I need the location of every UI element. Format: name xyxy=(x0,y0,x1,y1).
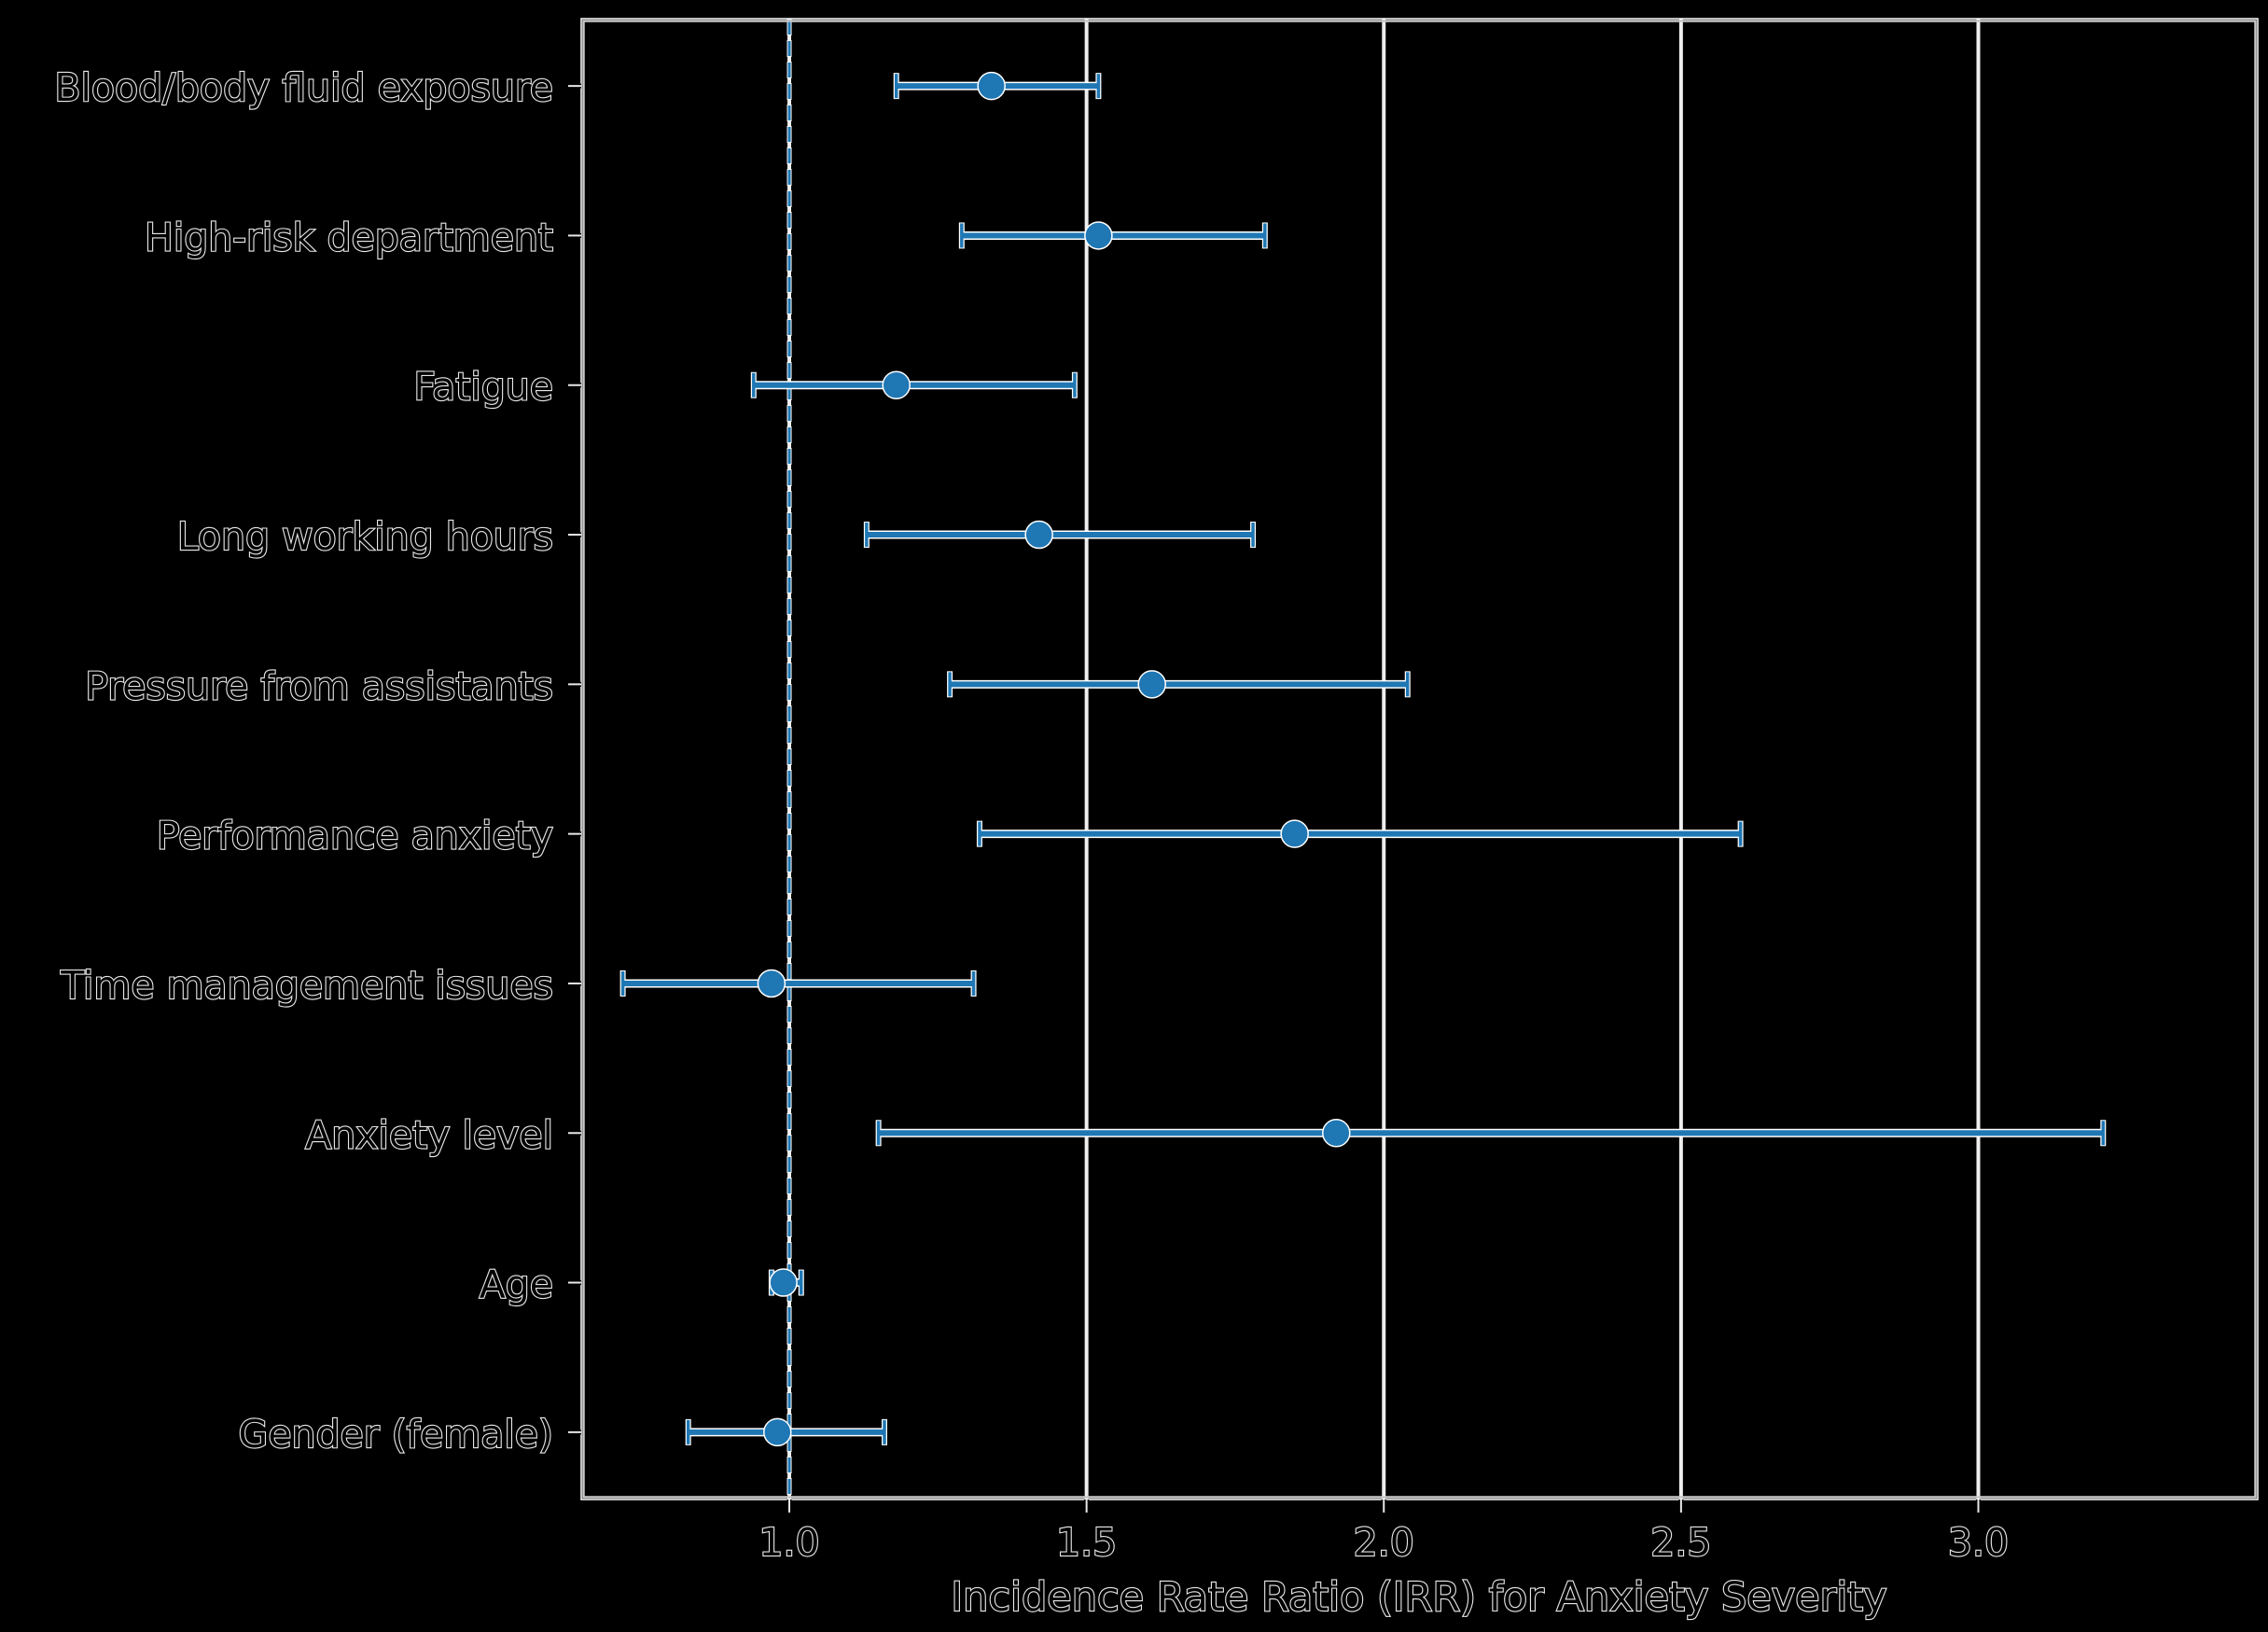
estimate-row xyxy=(976,819,1744,848)
axes-frame-inner xyxy=(582,20,2257,1499)
estimate-row xyxy=(958,221,1268,250)
point-estimate-marker xyxy=(1137,670,1166,699)
estimate-row xyxy=(875,1119,2107,1148)
point-estimate-marker xyxy=(763,1417,792,1447)
y-tick-label: Pressure from assistants xyxy=(85,663,553,708)
y-tick-label: High-risk department xyxy=(145,215,553,259)
axes-background xyxy=(581,19,2258,1499)
x-tick-label: 2.5 xyxy=(1650,1520,1711,1565)
estimate-row xyxy=(947,670,1411,699)
point-estimate-marker xyxy=(1024,520,1053,550)
point-estimate-marker xyxy=(1084,221,1113,250)
y-tick-label: Age xyxy=(480,1262,553,1307)
point-estimate-marker xyxy=(1280,819,1309,848)
y-tick-label: Time management issues xyxy=(60,963,553,1008)
x-tick-label: 2.0 xyxy=(1354,1520,1414,1565)
y-tick-label: Performance anxiety xyxy=(157,814,553,858)
point-estimate-marker xyxy=(757,969,786,998)
y-tick-label: Gender (female) xyxy=(239,1412,553,1457)
y-tick-label: Fatigue xyxy=(413,365,553,410)
y-tick-label: Long working hours xyxy=(177,514,553,559)
axes-frame-outer xyxy=(580,18,2259,1500)
estimate-row xyxy=(768,1268,804,1297)
estimate-row xyxy=(619,969,977,998)
point-estimate-marker xyxy=(769,1268,798,1297)
axes-frame xyxy=(580,18,2259,1500)
point-estimate-marker xyxy=(1322,1119,1351,1148)
y-axis: Blood/body fluid exposure High-risk depar… xyxy=(53,64,581,1458)
point-estimate-marker xyxy=(882,370,911,399)
y-tick-label: Blood/body fluid exposure xyxy=(54,65,553,110)
x-axis: 1.0 1.5 2.0 2.5 3.0 xyxy=(758,1499,2010,1566)
estimate-row xyxy=(685,1417,887,1447)
point-estimate-marker xyxy=(977,71,1006,101)
x-tick-label: 3.0 xyxy=(1948,1520,2009,1565)
estimate-row xyxy=(893,71,1102,101)
y-tick-label: Anxiety level xyxy=(305,1112,553,1157)
x-tick-label: 1.0 xyxy=(758,1520,819,1565)
plot-area xyxy=(580,18,2259,1500)
x-tick-label: 1.5 xyxy=(1056,1520,1117,1565)
x-axis-title: Incidence Rate Ratio (IRR) for Anxiety S… xyxy=(951,1574,1886,1621)
estimate-rows xyxy=(619,71,2107,1447)
estimate-row xyxy=(863,520,1257,550)
estimate-row xyxy=(750,370,1078,399)
